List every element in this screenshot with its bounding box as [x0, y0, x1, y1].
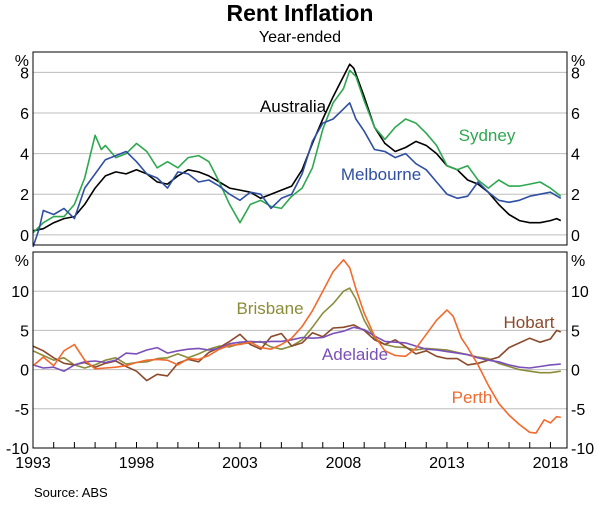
- bottom-ytick-left: 10: [11, 284, 29, 301]
- top-ytick-right: 2: [571, 187, 580, 204]
- bottom-ytick-right: -5: [571, 402, 585, 419]
- top-ytick-right: 6: [571, 106, 580, 123]
- bottom-ytick-right: 5: [571, 323, 580, 340]
- x-tick-label: 2008: [326, 455, 362, 472]
- series-line-australia: [32, 63, 562, 232]
- x-tick-label: 1998: [119, 455, 155, 472]
- frame-layer: [32, 51, 568, 449]
- label-layer: 0 0 2 2 4 4 6 6 8 8% % Australia Sydney Melbourne -10 -…: [6, 53, 594, 472]
- top-ytick-left: 2: [20, 187, 29, 204]
- series-label-melbourne: Melbourne: [341, 165, 421, 184]
- series-line-hobart: [32, 324, 562, 382]
- top-ytick-left: 0: [20, 228, 29, 245]
- top-ytick-right: 4: [571, 147, 580, 164]
- chart-title: Rent Inflation: [226, 0, 374, 26]
- x-tick-label: 2018: [533, 455, 569, 472]
- series-layer: [32, 63, 562, 434]
- series-line-adelaide: [32, 326, 561, 372]
- bottom-ytick-left: -10: [6, 441, 29, 458]
- bottom-ytick-left: 5: [20, 323, 29, 340]
- x-tick-label: 1993: [15, 455, 51, 472]
- series-line-sydney: [32, 69, 562, 234]
- x-tick-label: 2003: [222, 455, 258, 472]
- x-tick-label: 2013: [429, 455, 465, 472]
- series-line-melbourne: [32, 102, 562, 248]
- top-ytick-right: 0: [571, 228, 580, 245]
- top-panel-frame: [32, 51, 568, 246]
- bottom-ytick-left: 0: [20, 363, 29, 380]
- series-label-sydney: Sydney: [459, 126, 516, 145]
- series-line-perth: [32, 259, 561, 434]
- bottom-ytick-left: -5: [15, 402, 29, 419]
- source-note: Source: ABS: [34, 485, 108, 500]
- top-unit-right: %: [571, 53, 585, 70]
- series-label-hobart: Hobart: [503, 313, 554, 332]
- bottom-unit-left: %: [15, 253, 29, 270]
- top-ytick-left: 4: [20, 147, 29, 164]
- top-ytick-left: 6: [20, 106, 29, 123]
- bottom-ytick-right: -10: [571, 441, 594, 458]
- series-label-adelaide: Adelaide: [322, 345, 388, 364]
- series-label-brisbane: Brisbane: [236, 299, 303, 318]
- bottom-unit-right: %: [571, 253, 585, 270]
- series-label-perth: Perth: [452, 388, 493, 407]
- top-unit-left: %: [15, 53, 29, 70]
- top-ytick-left: 8: [20, 65, 29, 82]
- top-ytick-right: 8: [571, 65, 580, 82]
- bottom-ytick-right: 0: [571, 363, 580, 380]
- series-label-australia: Australia: [260, 97, 327, 116]
- bottom-ytick-right: 10: [571, 284, 589, 301]
- bottom-panel-frame: [32, 251, 568, 449]
- chart-subtitle: Year-ended: [258, 29, 342, 46]
